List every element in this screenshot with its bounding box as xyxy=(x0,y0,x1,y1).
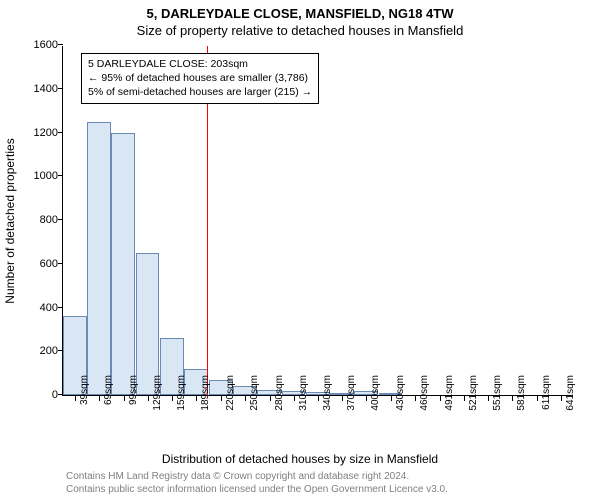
y-tick-mark xyxy=(58,88,63,89)
x-tick-label: 400sqm xyxy=(370,375,381,425)
x-tick-label: 340sqm xyxy=(322,375,333,425)
x-tick-label: 99sqm xyxy=(128,375,139,425)
x-tick-mark xyxy=(342,396,343,401)
y-tick-label: 400 xyxy=(18,302,58,314)
y-tick-mark xyxy=(58,44,63,45)
x-tick-mark xyxy=(221,396,222,401)
x-tick-mark xyxy=(124,396,125,401)
x-tick-label: 430sqm xyxy=(395,375,406,425)
x-tick-mark xyxy=(196,396,197,401)
y-tick-label: 1400 xyxy=(18,83,58,95)
copyright-footer: Contains HM Land Registry data © Crown c… xyxy=(66,470,448,496)
y-tick-mark xyxy=(58,219,63,220)
x-tick-mark xyxy=(75,396,76,401)
y-tick-label: 1000 xyxy=(18,170,58,182)
x-tick-mark xyxy=(294,396,295,401)
y-tick-label: 800 xyxy=(18,214,58,226)
x-tick-mark xyxy=(561,396,562,401)
histogram-bar xyxy=(87,122,111,395)
x-tick-label: 641sqm xyxy=(565,375,576,425)
histogram-bar xyxy=(111,133,135,396)
x-tick-label: 280sqm xyxy=(274,375,285,425)
x-tick-label: 250sqm xyxy=(249,375,260,425)
property-info-box: 5 DARLEYDALE CLOSE: 203sqm← 95% of detac… xyxy=(81,53,319,104)
y-tick-label: 600 xyxy=(18,258,58,270)
x-tick-label: 159sqm xyxy=(176,375,187,425)
footer-line-2: Contains public sector information licen… xyxy=(66,483,448,496)
title-address: 5, DARLEYDALE CLOSE, MANSFIELD, NG18 4TW xyxy=(0,0,600,21)
x-tick-mark xyxy=(318,396,319,401)
x-tick-label: 310sqm xyxy=(298,375,309,425)
y-axis-label: Number of detached properties xyxy=(3,138,17,303)
x-tick-mark xyxy=(415,396,416,401)
x-tick-mark xyxy=(440,396,441,401)
x-tick-label: 220sqm xyxy=(225,375,236,425)
y-tick-mark xyxy=(58,263,63,264)
x-tick-mark xyxy=(512,396,513,401)
plot-area: 0200400600800100012001400160039sqm69sqm9… xyxy=(62,46,572,396)
x-tick-mark xyxy=(270,396,271,401)
x-tick-mark xyxy=(148,396,149,401)
y-tick-mark xyxy=(58,307,63,308)
x-tick-mark xyxy=(172,396,173,401)
info-box-line: 5% of semi-detached houses are larger (2… xyxy=(88,85,312,99)
x-tick-label: 491sqm xyxy=(444,375,455,425)
x-tick-mark xyxy=(245,396,246,401)
histogram-bar xyxy=(136,253,160,395)
subtitle: Size of property relative to detached ho… xyxy=(0,21,600,38)
x-tick-label: 129sqm xyxy=(152,375,163,425)
info-box-line: 5 DARLEYDALE CLOSE: 203sqm xyxy=(88,57,312,71)
x-tick-label: 370sqm xyxy=(346,375,357,425)
footer-line-1: Contains HM Land Registry data © Crown c… xyxy=(66,470,448,483)
x-tick-label: 581sqm xyxy=(516,375,527,425)
x-tick-mark xyxy=(366,396,367,401)
y-tick-label: 0 xyxy=(18,389,58,401)
x-tick-label: 611sqm xyxy=(541,375,552,425)
x-tick-label: 39sqm xyxy=(79,375,90,425)
y-tick-mark xyxy=(58,175,63,176)
x-tick-mark xyxy=(488,396,489,401)
x-axis-label: Distribution of detached houses by size … xyxy=(162,452,438,466)
x-tick-label: 460sqm xyxy=(419,375,430,425)
x-tick-mark xyxy=(537,396,538,401)
x-tick-label: 521sqm xyxy=(468,375,479,425)
x-tick-label: 551sqm xyxy=(492,375,503,425)
histogram-chart: 0200400600800100012001400160039sqm69sqm9… xyxy=(62,46,572,396)
x-tick-label: 189sqm xyxy=(200,375,211,425)
y-tick-mark xyxy=(58,132,63,133)
x-tick-mark xyxy=(464,396,465,401)
y-tick-label: 200 xyxy=(18,345,58,357)
info-box-line: ← 95% of detached houses are smaller (3,… xyxy=(88,71,312,85)
y-tick-label: 1200 xyxy=(18,127,58,139)
x-tick-mark xyxy=(391,396,392,401)
x-tick-mark xyxy=(99,396,100,401)
x-tick-label: 69sqm xyxy=(103,375,114,425)
y-tick-label: 1600 xyxy=(18,39,58,51)
